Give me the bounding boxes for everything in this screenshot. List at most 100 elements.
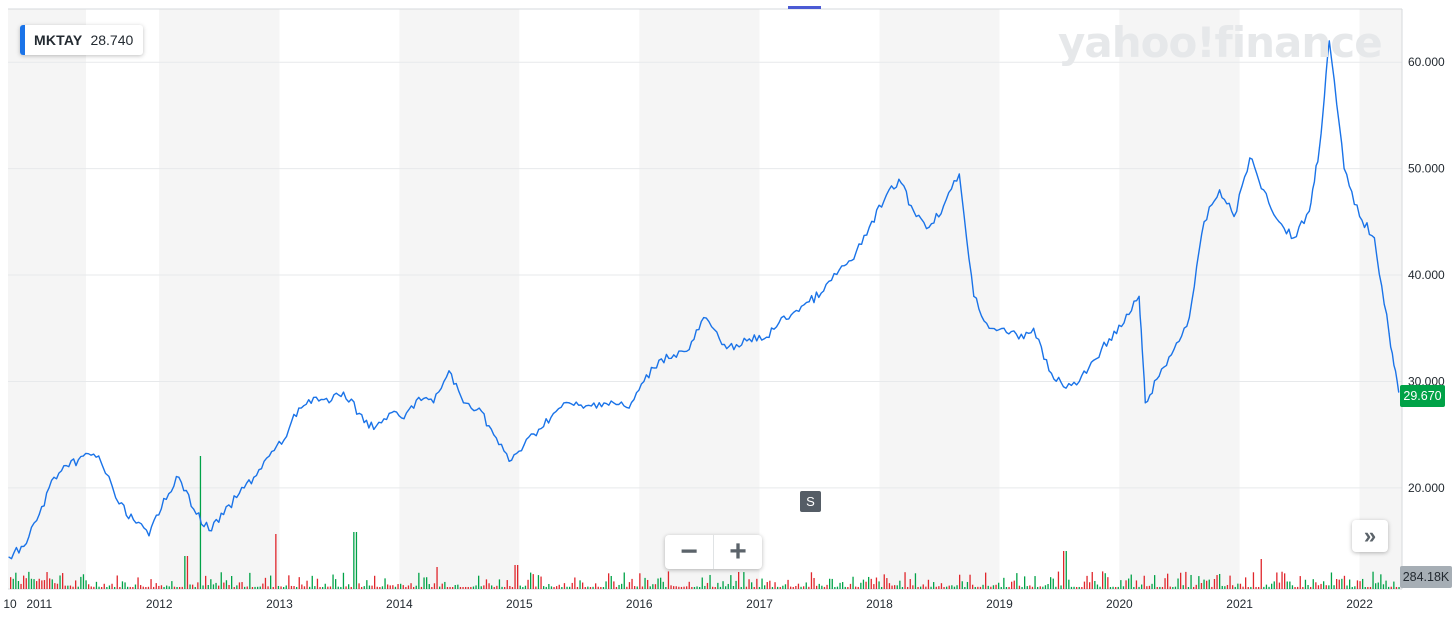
volume-bar xyxy=(358,583,360,589)
volume-bar xyxy=(413,586,415,589)
volume-bar xyxy=(514,565,516,589)
volume-bar xyxy=(543,586,545,589)
volume-bar xyxy=(766,582,768,589)
volume-bar xyxy=(246,586,248,589)
volume-bar xyxy=(1182,585,1184,589)
volume-bar xyxy=(878,581,880,589)
volume-bar xyxy=(816,585,818,589)
volume-bar xyxy=(1382,584,1385,589)
volume-bar xyxy=(316,578,319,589)
volume-bar xyxy=(688,581,690,589)
volume-bar xyxy=(415,585,417,589)
y-axis-tick-labels: 20.000 30.000 40.000 50.000 60.000 xyxy=(1408,55,1445,495)
volume-bar xyxy=(914,573,917,589)
volume-bar xyxy=(1299,576,1301,589)
volume-bar xyxy=(392,585,394,589)
volume-bar xyxy=(922,584,924,589)
volume-bar xyxy=(1219,573,1221,589)
volume-bar xyxy=(654,584,657,589)
volume-bar xyxy=(829,578,831,589)
volume-bar xyxy=(314,586,316,589)
volume-bar xyxy=(792,586,794,589)
price-point xyxy=(298,407,300,409)
price-point xyxy=(493,434,495,436)
volume-bar xyxy=(1130,574,1132,589)
volume-bar xyxy=(1302,586,1304,589)
volume-bar xyxy=(428,584,430,589)
volume-bar xyxy=(1338,579,1340,589)
volume-bar xyxy=(498,579,501,589)
volume-bar xyxy=(23,575,25,589)
volume-bar xyxy=(319,586,321,589)
volume-bar xyxy=(98,586,100,589)
volume-bar xyxy=(1388,586,1390,589)
expand-chart-button[interactable]: » xyxy=(1352,520,1388,552)
volume-bar xyxy=(953,586,956,589)
volume-bar xyxy=(805,582,807,589)
x-tick-label: 2015 xyxy=(506,597,533,611)
volume-bar xyxy=(176,586,178,589)
volume-bar xyxy=(803,586,805,589)
volume-bar xyxy=(1122,586,1125,589)
volume-bar xyxy=(959,574,961,589)
volume-bar xyxy=(1094,580,1096,589)
volume-bar xyxy=(340,586,342,589)
volume-bar xyxy=(147,586,150,589)
volume-bar xyxy=(1258,586,1260,589)
volume-bar xyxy=(527,579,529,589)
volume-bar xyxy=(64,585,66,589)
zoom-in-button[interactable]: + xyxy=(713,535,762,569)
volume-bar xyxy=(883,574,885,589)
volume-bar xyxy=(907,586,909,589)
zoom-out-button[interactable]: − xyxy=(680,535,698,568)
volume-bar xyxy=(719,586,722,589)
volume-bar xyxy=(202,585,204,589)
price-point xyxy=(418,396,420,399)
volume-bar xyxy=(1112,586,1114,589)
volume-bar xyxy=(1143,575,1145,589)
price-point xyxy=(478,407,480,409)
volume-bar xyxy=(935,586,937,589)
volume-bar xyxy=(938,586,940,589)
volume-bar xyxy=(387,584,389,589)
volume-bar xyxy=(478,575,480,589)
volume-bar xyxy=(233,586,235,589)
volume-bar xyxy=(348,584,350,589)
volume-bar xyxy=(410,583,412,589)
volume-bar xyxy=(569,586,571,589)
volume-bar xyxy=(88,584,90,589)
price-point xyxy=(1173,348,1175,351)
splits-marker[interactable]: S xyxy=(800,491,821,512)
price-point xyxy=(373,428,375,430)
volume-bar xyxy=(1278,582,1281,589)
volume-bar xyxy=(309,586,311,589)
volume-bar xyxy=(1024,576,1026,589)
volume-bar xyxy=(257,586,259,589)
volume-bar xyxy=(709,574,711,589)
volume-bar xyxy=(179,586,181,589)
price-point xyxy=(913,210,915,212)
volume-bar xyxy=(1346,585,1348,589)
volume-bar xyxy=(1039,586,1041,589)
volume-bar xyxy=(972,584,974,589)
volume-bar xyxy=(1034,576,1036,589)
volume-bar xyxy=(592,586,594,589)
volume-bar xyxy=(1213,578,1216,589)
legend[interactable]: MKTAY 28.740 xyxy=(20,25,144,55)
volume-bar xyxy=(1276,572,1278,589)
price-point xyxy=(1078,380,1080,383)
volume-bar xyxy=(865,581,867,589)
volume-bar xyxy=(782,585,784,589)
volume-bar xyxy=(1208,579,1210,589)
price-point xyxy=(268,455,270,457)
volume-bar xyxy=(1325,585,1327,589)
volume-bar xyxy=(439,586,441,589)
volume-bar xyxy=(891,585,893,589)
volume-bar xyxy=(699,586,701,589)
price-point xyxy=(148,535,150,537)
year-band xyxy=(639,9,760,589)
volume-bar xyxy=(886,578,888,589)
volume-bar xyxy=(595,583,597,589)
volume-bar xyxy=(912,585,914,589)
